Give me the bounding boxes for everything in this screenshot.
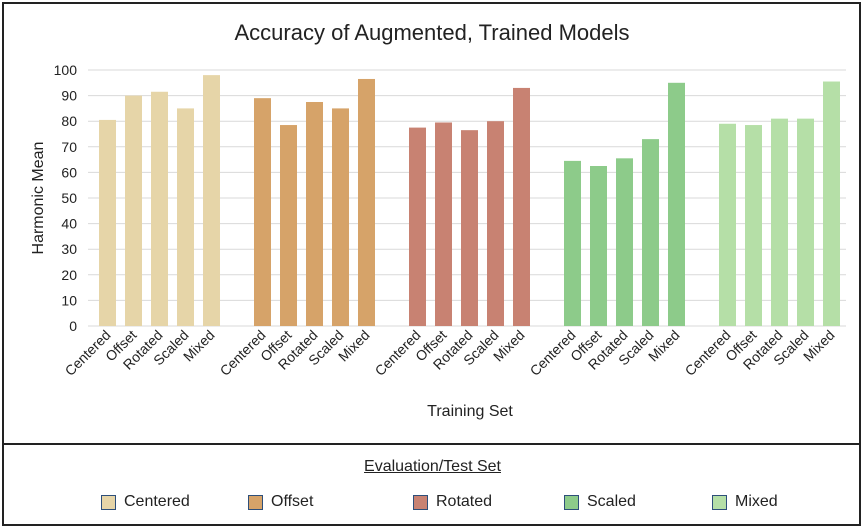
x-axis-ticks: CenteredOffsetRotatedScaledMixedCentered…	[62, 327, 838, 379]
bar	[306, 102, 323, 326]
legend: Centered Offset Rotated Scaled Mixed	[0, 493, 865, 513]
bar	[99, 119, 116, 326]
bar	[358, 78, 375, 327]
bar	[125, 95, 142, 326]
legend-swatch	[564, 494, 579, 510]
y-tick-label: 0	[69, 318, 77, 334]
bars	[99, 75, 840, 327]
bar	[177, 108, 194, 327]
bar-chart: Accuracy of Augmented, Trained Models 0 1…	[30, 20, 846, 420]
y-tick-label: 50	[61, 190, 77, 206]
legend-label: Offset	[271, 493, 314, 510]
legend-label: Rotated	[436, 493, 493, 510]
legend-swatch	[413, 494, 428, 510]
legend-title: Evaluation/Test Set	[364, 458, 501, 475]
legend-swatch	[248, 494, 263, 510]
y-tick-label: 20	[61, 267, 77, 283]
bar	[409, 127, 426, 326]
bar	[797, 118, 814, 326]
bar	[487, 121, 504, 326]
bar	[745, 125, 762, 326]
legend-label: Scaled	[587, 493, 636, 510]
y-tick-label: 70	[61, 139, 77, 155]
bar	[590, 166, 607, 326]
bar	[642, 139, 659, 326]
bar	[461, 130, 478, 326]
bar	[719, 123, 736, 326]
y-axis-ticks: 0 10 20 30 40 50 60 70 80 90 100	[54, 62, 78, 334]
bar	[332, 108, 349, 327]
chart-title: Accuracy of Augmented, Trained Models	[235, 20, 630, 45]
legend-item: Centered	[101, 493, 190, 511]
bar	[435, 122, 452, 326]
legend-item: Scaled	[564, 493, 636, 511]
legend-label: Mixed	[735, 493, 778, 510]
bar	[513, 87, 530, 326]
y-tick-label: 100	[54, 62, 78, 78]
legend-item: Rotated	[413, 493, 492, 511]
legend-swatch	[101, 494, 116, 510]
legend-swatch	[712, 494, 727, 510]
y-tick-label: 60	[61, 164, 77, 180]
y-tick-label: 40	[61, 216, 77, 232]
y-axis-label: Harmonic Mean	[30, 142, 47, 255]
legend-item: Offset	[248, 493, 313, 511]
y-tick-label: 90	[61, 88, 77, 104]
legend-label: Centered	[124, 493, 190, 510]
y-tick-label: 10	[61, 292, 77, 308]
y-tick-label: 30	[61, 241, 77, 257]
bar	[280, 125, 297, 326]
legend-divider	[2, 443, 861, 445]
bar	[668, 82, 685, 326]
bar	[823, 81, 840, 327]
bar	[771, 118, 788, 326]
bar	[151, 91, 168, 326]
bar	[203, 75, 220, 327]
y-tick-label: 80	[61, 113, 77, 129]
bar	[616, 158, 633, 326]
legend-item: Mixed	[712, 493, 778, 511]
bar	[254, 98, 271, 326]
bar	[564, 160, 581, 326]
x-axis-label: Training Set	[427, 403, 513, 420]
